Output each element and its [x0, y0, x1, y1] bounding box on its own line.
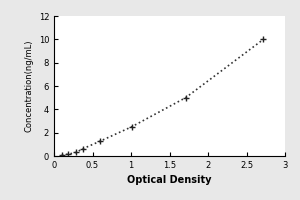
- X-axis label: Optical Density: Optical Density: [127, 175, 212, 185]
- Y-axis label: Concentration(ng/mL): Concentration(ng/mL): [24, 40, 33, 132]
